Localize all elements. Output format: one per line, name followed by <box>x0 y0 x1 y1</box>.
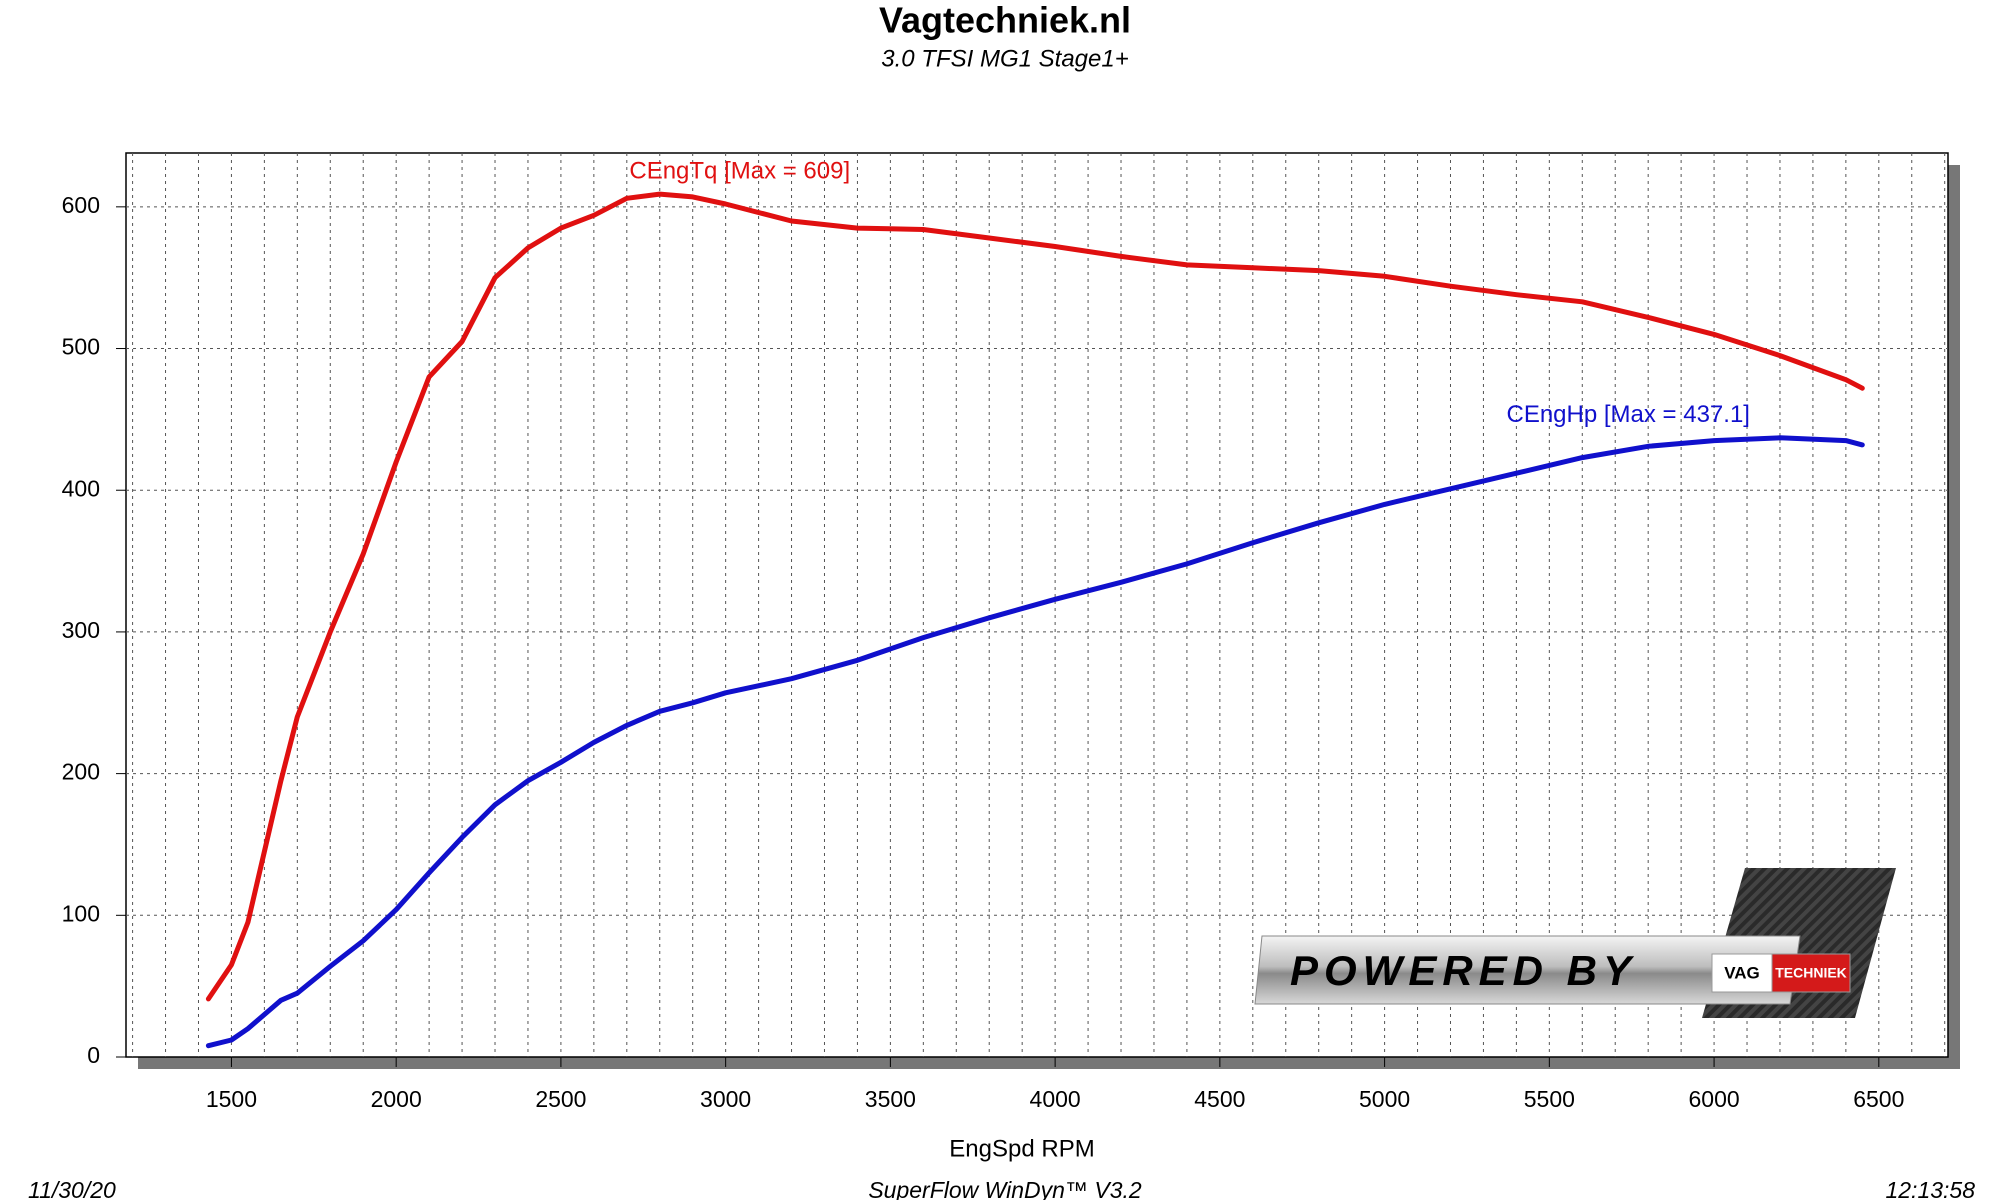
x-tick-label: 3000 <box>700 1086 751 1112</box>
x-tick-label: 2500 <box>535 1086 586 1112</box>
chart-subtitle: 3.0 TFSI MG1 Stage1+ <box>881 45 1128 72</box>
y-tick-label: 400 <box>62 475 100 501</box>
footer-time: 12:13:58 <box>1885 1177 1975 1200</box>
logo-bar <box>1254 935 1801 1005</box>
y-tick-label: 200 <box>62 759 100 785</box>
x-tick-label: 6500 <box>1853 1086 1904 1112</box>
series-annotation: CEngTq [Max = 609] <box>629 157 850 184</box>
series-annotation: CEngHp [Max = 437.1] <box>1506 401 1749 428</box>
logo-badge-left <box>1711 953 1773 993</box>
chart-title: Vagtechniek.nl <box>879 0 1131 41</box>
x-tick-label: 4000 <box>1030 1086 1081 1112</box>
x-axis-label: EngSpd RPM <box>949 1135 1094 1162</box>
x-tick-label: 3500 <box>865 1086 916 1112</box>
logo-badge-right <box>1771 953 1851 993</box>
logo: POWERED BY VAG TECHNIEK <box>1254 868 1896 1018</box>
logo-brand-right: TECHNIEK <box>1775 965 1847 981</box>
x-tick-label: 2000 <box>371 1086 422 1112</box>
x-tick-label: 6000 <box>1688 1086 1739 1112</box>
series-line <box>205 435 1865 1049</box>
y-tick-label: 0 <box>87 1042 100 1068</box>
series-line <box>205 191 1865 1002</box>
x-tick-label: 1500 <box>206 1086 257 1112</box>
y-tick-label: 100 <box>62 900 100 926</box>
y-tick-label: 600 <box>62 192 100 218</box>
y-tick-label: 300 <box>62 617 100 643</box>
y-tick-label: 500 <box>62 334 100 360</box>
x-tick-label: 5000 <box>1359 1086 1410 1112</box>
x-tick-label: 4500 <box>1194 1086 1245 1112</box>
logo-text: POWERED BY <box>1290 947 1637 994</box>
footer-date: 11/30/20 <box>28 1177 116 1200</box>
footer-software: SuperFlow WinDyn™ V3.2 <box>868 1177 1142 1200</box>
logo-brand-left: VAG <box>1724 963 1760 982</box>
x-tick-label: 5500 <box>1524 1086 1575 1112</box>
